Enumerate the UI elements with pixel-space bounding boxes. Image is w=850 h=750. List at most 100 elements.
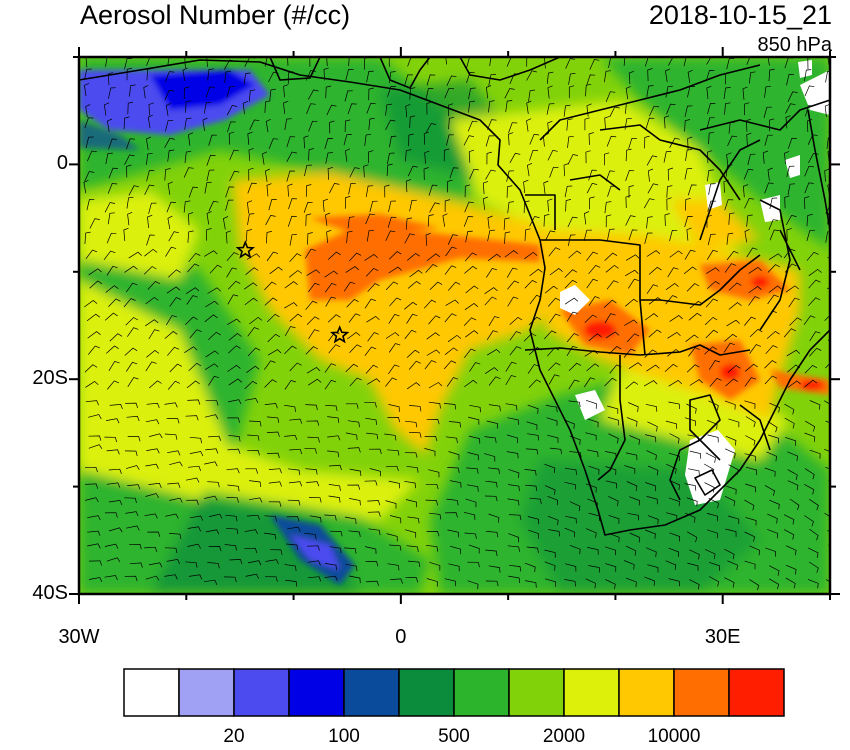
wind-barb xyxy=(104,102,110,116)
wind-barb xyxy=(566,345,578,356)
wind-barb xyxy=(145,493,159,498)
wind-barb xyxy=(585,150,591,164)
wind-barb xyxy=(185,316,198,325)
wind-barb xyxy=(666,103,676,115)
wind-barb xyxy=(723,342,735,353)
wind-barb xyxy=(269,88,276,101)
wind-barb xyxy=(509,564,522,572)
wind-barb xyxy=(123,116,130,130)
wind-barb xyxy=(707,233,716,246)
wind-barb xyxy=(567,216,578,228)
wind-barb xyxy=(188,252,201,263)
wind-barb xyxy=(104,512,118,518)
wind-barb xyxy=(87,150,97,162)
wind-barb xyxy=(165,120,174,132)
wind-barb xyxy=(527,162,533,177)
wind-barb xyxy=(89,218,100,229)
wind-barb xyxy=(482,196,489,210)
wind-barb xyxy=(785,103,796,114)
wind-barb xyxy=(745,517,757,526)
wind-barb xyxy=(586,74,596,86)
wind-barb xyxy=(786,349,801,357)
wind-barb xyxy=(665,68,671,82)
wind-barb xyxy=(264,403,278,409)
wind-barb xyxy=(424,360,437,370)
wind-barb xyxy=(668,547,680,557)
wind-barb xyxy=(306,481,320,487)
wind-barb xyxy=(85,57,88,68)
wind-barb xyxy=(227,318,241,326)
wind-barb xyxy=(185,477,200,483)
wind-barb xyxy=(408,133,414,147)
wind-barb xyxy=(427,214,434,227)
wind-barb xyxy=(406,382,421,390)
wind-barb xyxy=(586,449,599,458)
wind-barb xyxy=(764,485,776,496)
wind-barb xyxy=(345,563,358,572)
lon-label: 0 xyxy=(395,626,407,648)
wind-barb xyxy=(788,297,800,308)
wind-barb xyxy=(625,545,637,556)
wind-barb xyxy=(468,100,475,113)
wind-barb xyxy=(164,402,178,408)
wind-barb xyxy=(749,328,763,338)
wind-barb xyxy=(745,435,756,446)
wind-barb xyxy=(804,483,815,495)
wind-barb xyxy=(464,303,479,311)
wind-barb xyxy=(206,154,216,166)
wind-barb xyxy=(728,418,740,428)
wind-barb xyxy=(366,102,376,114)
wind-barb xyxy=(485,531,499,538)
wind-barb xyxy=(85,104,91,118)
wind-barb xyxy=(708,183,716,195)
wind-barb xyxy=(549,313,561,324)
wind-barb xyxy=(127,101,134,115)
wind-barb xyxy=(83,179,89,194)
wind-barb xyxy=(167,482,181,488)
wind-barb xyxy=(785,577,796,589)
wind-barb xyxy=(227,484,240,492)
wind-barb xyxy=(726,232,734,245)
wind-barb xyxy=(484,436,497,443)
wind-barb xyxy=(824,168,830,182)
wind-barb xyxy=(726,250,739,261)
wind-barb xyxy=(447,103,454,117)
wind-barb xyxy=(505,403,518,411)
wind-barb xyxy=(347,216,355,229)
wind-barb xyxy=(787,480,799,491)
wind-barb xyxy=(508,122,518,134)
wind-barb xyxy=(547,150,558,161)
wind-barb xyxy=(227,345,241,354)
wind-barb xyxy=(364,253,378,261)
wind-barb xyxy=(247,213,255,225)
wind-barb xyxy=(405,529,417,538)
wind-barb xyxy=(84,466,98,473)
wind-barb xyxy=(345,432,358,441)
colorbar-swatch xyxy=(233,668,290,717)
wind-barb xyxy=(404,452,418,458)
wind-barb xyxy=(726,319,740,327)
wind-barb xyxy=(388,251,402,260)
wind-barb xyxy=(709,377,722,387)
wind-barb xyxy=(787,380,801,388)
wind-barb xyxy=(248,497,263,503)
wind-barb xyxy=(444,199,451,212)
wind-barb xyxy=(225,527,239,535)
wind-barb xyxy=(829,356,830,358)
wind-barb xyxy=(767,529,778,539)
wind-barb xyxy=(568,379,580,390)
wind-barb xyxy=(546,103,555,115)
wind-barb xyxy=(148,380,162,389)
wind-barb xyxy=(705,70,715,82)
wind-barb xyxy=(723,87,731,99)
wind-barb xyxy=(146,234,155,246)
wind-barb xyxy=(324,379,337,390)
wind-barb xyxy=(244,398,259,404)
wind-barb xyxy=(564,419,575,429)
wind-barb xyxy=(324,270,338,278)
wind-barb xyxy=(365,185,374,198)
wind-barb xyxy=(327,435,341,441)
wind-barb xyxy=(544,561,556,571)
wind-barb xyxy=(187,543,201,549)
wind-barb xyxy=(706,280,720,289)
